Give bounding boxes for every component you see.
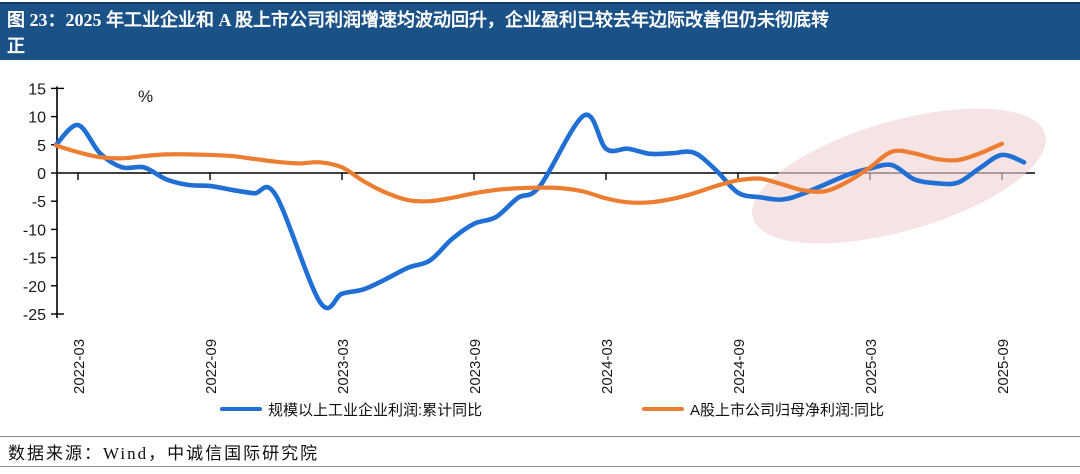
y-tick-label: 15 [28, 81, 46, 98]
y-tick-label: -20 [23, 279, 46, 296]
x-axis-label: 2023-03 [335, 339, 352, 394]
source-text: 数据来源：Wind，中诚信国际研究院 [8, 444, 320, 463]
figure-title-bar: 图 23：2025 年工业企业和 A 股上市公司利润增速均波动回升，企业盈利已较… [0, 2, 1080, 60]
x-axis-label: 2025-03 [863, 339, 880, 394]
legend-item: A股上市公司归母净利润:同比 [642, 398, 884, 420]
x-axis-label: 2023-09 [467, 339, 484, 394]
x-axis-label: 2022-03 [71, 339, 88, 394]
y-tick-label: -25 [23, 307, 46, 324]
legend-line-swatch [642, 407, 684, 411]
y-tick-label: -5 [32, 194, 46, 211]
legend-label: A股上市公司归母净利润:同比 [690, 401, 885, 419]
y-tick-label: -15 [23, 251, 46, 268]
legend-line-swatch [220, 407, 262, 411]
y-tick-label: -10 [23, 222, 46, 239]
unit-label: % [138, 87, 154, 106]
x-axis-label: 2025-09 [995, 339, 1012, 394]
x-axis-label: 2024-03 [599, 339, 616, 394]
source-row: 数据来源：Wind，中诚信国际研究院 [0, 436, 1080, 467]
x-axis-label: 2024-09 [731, 339, 748, 394]
chart-legend: 规模以上工业企业利润:累计同比 A股上市公司归母净利润:同比 [0, 398, 1080, 420]
legend-item: 规模以上工业企业利润:累计同比 [220, 398, 482, 420]
chart-canvas: 15 10 5 0 -5 -10 -15 -20 -25 2022-03 2022-09 2023-0… [23, 81, 1046, 394]
y-tick-label: 10 [28, 110, 46, 127]
highlight-ellipse [752, 108, 1046, 244]
legend-label: 规模以上工业企业利润:累计同比 [268, 401, 483, 419]
x-axis-label: 2022-09 [203, 339, 220, 394]
y-tick-label: 5 [37, 138, 46, 155]
ashare-profit-line [53, 141, 1005, 205]
y-tick-label: 0 [37, 166, 46, 183]
profit-growth-chart: 15 10 5 0 -5 -10 -15 -20 -25 2022-03 2022-09 2023-0… [0, 60, 1080, 435]
figure-title: 图 23：2025 年工业企业和 A 股上市公司利润增速均波动回升，企业盈利已较… [7, 10, 830, 56]
